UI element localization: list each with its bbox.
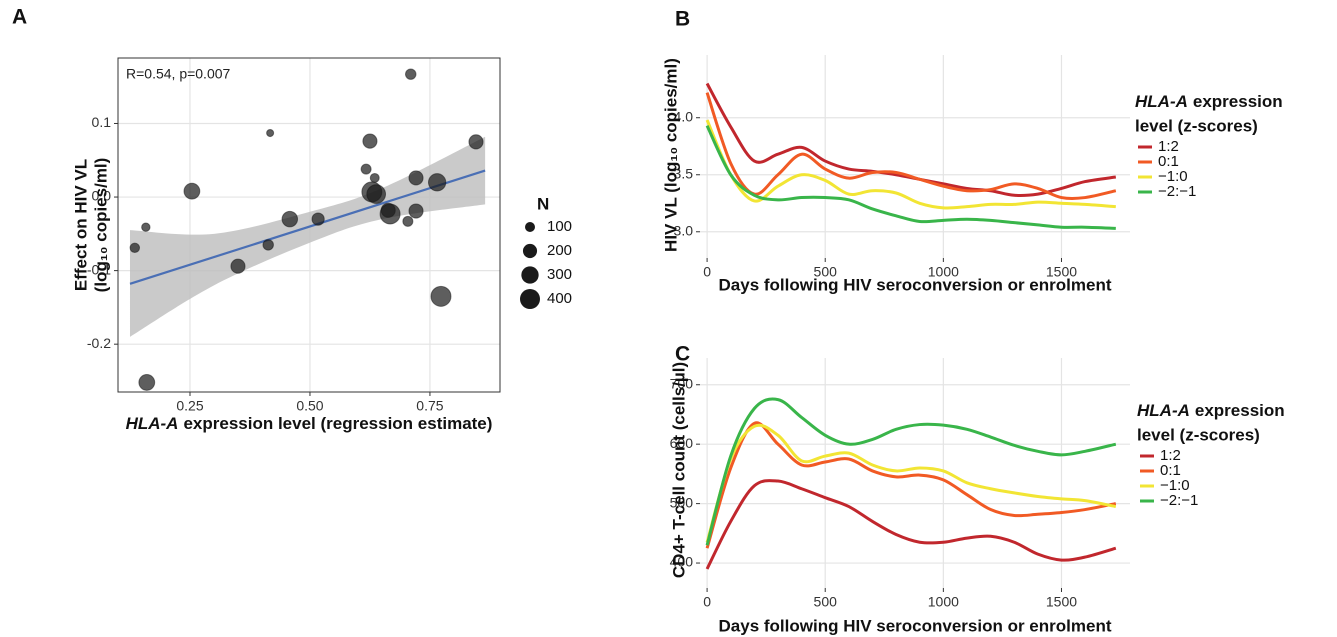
series-line	[705, 125, 1116, 230]
x-axis-label-gene: HLA-A	[126, 414, 179, 433]
legend-title: level (z-scores)	[1135, 116, 1258, 135]
y-tick-label: 3.5	[674, 165, 694, 181]
x-tick-label: 0.75	[416, 398, 443, 414]
confidence-band	[129, 136, 486, 337]
legend-title: level (z-scores)	[1137, 425, 1260, 444]
series-line	[705, 92, 1117, 201]
legend-label: 0:1	[1160, 462, 1181, 479]
x-tick-label: 0	[703, 594, 711, 610]
data-point	[427, 173, 447, 192]
data-point	[408, 203, 424, 219]
size-legend-label: 100	[547, 218, 572, 235]
legend-label: −1:0	[1158, 168, 1188, 185]
legend-title-text: expression	[1193, 92, 1283, 111]
size-legend-label: 300	[547, 266, 572, 283]
data-point	[366, 184, 387, 204]
size-legend-key	[521, 266, 539, 284]
x-tick-label: 0	[703, 264, 711, 280]
data-point	[129, 242, 141, 254]
panel-label: B	[675, 8, 690, 31]
plot-border	[117, 57, 501, 393]
x-tick-label: 0.25	[176, 398, 203, 414]
y-axis-label: CD4+ T-cell count (cells/µl)	[669, 362, 688, 578]
x-tick-label: 1000	[928, 594, 959, 610]
data-point	[468, 134, 484, 150]
series-line	[705, 82, 1117, 197]
y-tick-label: 0.1	[92, 114, 112, 130]
x-axis-label: HLA-A expression level (regression estima…	[126, 414, 493, 433]
size-legend-label: 200	[547, 242, 572, 259]
annotation: R=0.54, p=0.007	[126, 66, 231, 82]
x-tick-label: 0.50	[296, 398, 323, 414]
data-point	[360, 163, 372, 175]
y-axis-label: Effect on HIV VL	[71, 159, 90, 291]
y-axis-label: (log₁₀ copies/ml)	[91, 158, 110, 293]
x-axis-label: Days following HIV seroconversion or enr…	[719, 616, 1112, 635]
y-tick-label: 700	[670, 375, 694, 391]
x-tick-label: 500	[814, 264, 838, 280]
size-legend-key	[520, 289, 540, 309]
size-legend-label: 400	[547, 290, 572, 307]
legend-label: 1:2	[1158, 138, 1179, 155]
data-point	[230, 258, 246, 274]
legend-title-text: expression	[1195, 401, 1285, 420]
data-point	[311, 212, 325, 226]
legend-title: HLA-A expression	[1135, 92, 1283, 111]
data-point	[369, 172, 380, 183]
y-tick-label: 0.0	[92, 188, 112, 204]
legend-label: −2:−1	[1160, 492, 1198, 509]
data-point	[402, 215, 414, 227]
x-tick-label: 1500	[1046, 264, 1077, 280]
y-tick-label: -0.2	[87, 335, 111, 351]
series-line	[705, 119, 1116, 210]
data-point	[183, 182, 201, 200]
legend-title-gene: HLA-A	[1137, 401, 1190, 420]
legend-label: −2:−1	[1158, 183, 1196, 200]
trend-line	[129, 169, 486, 285]
panel-label: A	[12, 6, 27, 29]
legend-label: 0:1	[1158, 153, 1179, 170]
panel-label: C	[675, 343, 690, 366]
x-axis-label-text: expression level (regression estimate)	[183, 414, 492, 433]
data-point	[404, 68, 417, 80]
legend-label: −1:0	[1160, 477, 1190, 494]
y-axis-label: HIV VL (log₁₀ copies/ml)	[661, 58, 680, 252]
data-point	[281, 210, 299, 228]
y-tick-label: 500	[670, 494, 694, 510]
data-point	[362, 133, 378, 149]
y-tick-label: -0.1	[87, 261, 111, 277]
x-tick-label: 1000	[928, 264, 959, 280]
size-legend-title: N	[537, 194, 549, 213]
y-tick-label: 4.0	[674, 108, 694, 124]
data-point	[430, 285, 452, 307]
series-line	[705, 421, 1117, 549]
legend-title-gene: HLA-A	[1135, 92, 1188, 111]
data-point	[408, 170, 424, 186]
data-point	[266, 129, 275, 138]
y-tick-label: 600	[670, 435, 694, 451]
series-line	[705, 423, 1117, 543]
size-legend-key	[522, 243, 538, 259]
data-point	[141, 222, 151, 232]
x-tick-label: 500	[814, 594, 838, 610]
y-tick-label: 400	[670, 554, 694, 570]
legend-title: HLA-A expression	[1137, 401, 1285, 420]
x-tick-label: 1500	[1046, 594, 1077, 610]
data-point	[379, 203, 401, 225]
y-tick-label: 3.0	[674, 222, 694, 238]
series-line	[705, 397, 1117, 546]
legend-label: 1:2	[1160, 447, 1181, 464]
series-line	[705, 479, 1117, 570]
size-legend-key	[525, 222, 535, 232]
x-axis-label: Days following HIV seroconversion or enr…	[719, 275, 1112, 294]
data-point	[262, 239, 274, 251]
data-point	[138, 374, 156, 391]
